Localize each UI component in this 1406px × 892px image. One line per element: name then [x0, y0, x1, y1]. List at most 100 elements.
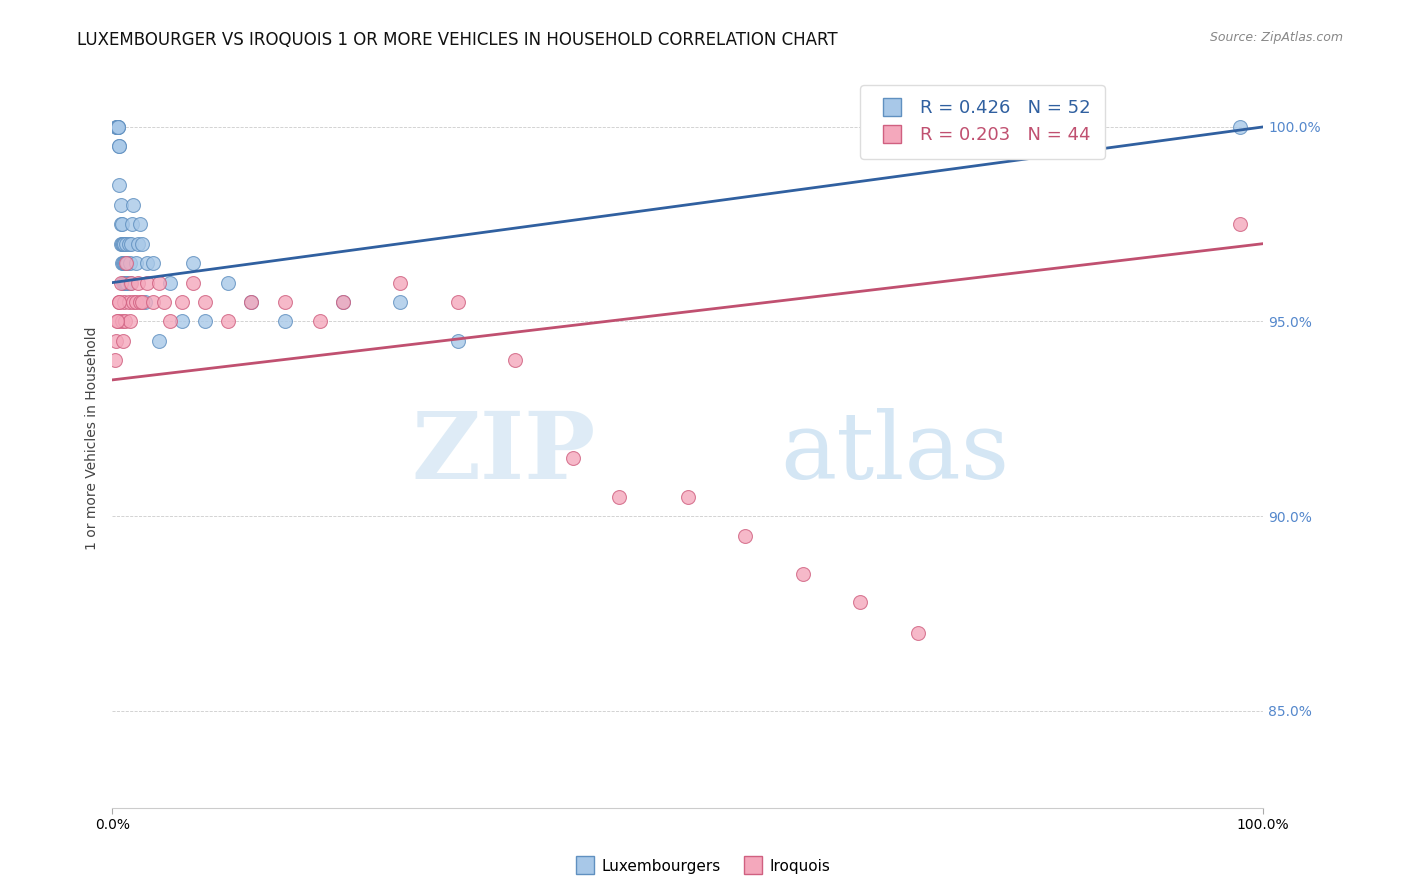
Point [111, 334, 134, 348]
Point [117, 276, 139, 290]
Point [104, 120, 127, 134]
Point [122, 198, 145, 212]
Point [193, 314, 215, 328]
Point [792, 567, 814, 582]
Point [118, 314, 141, 328]
Point [111, 256, 134, 270]
Point [561, 450, 583, 465]
Point [124, 256, 146, 270]
Point [124, 295, 146, 310]
Point [389, 295, 412, 310]
Point [115, 256, 138, 270]
Point [159, 314, 181, 328]
Text: LUXEMBOURGER VS IROQUOIS 1 OR MORE VEHICLES IN HOUSEHOLD CORRELATION CHART: LUXEMBOURGER VS IROQUOIS 1 OR MORE VEHIC… [77, 31, 838, 49]
Point [114, 276, 136, 290]
Point [112, 236, 135, 251]
Point [136, 276, 159, 290]
Point [131, 295, 153, 310]
Point [274, 314, 297, 328]
Point [447, 334, 470, 348]
Point [734, 528, 756, 542]
Point [274, 295, 297, 310]
Point [105, 314, 128, 328]
Point [107, 120, 129, 134]
Point [108, 139, 131, 153]
Point [131, 236, 153, 251]
Point [142, 256, 165, 270]
Point [117, 256, 139, 270]
Point [108, 178, 131, 193]
Point [111, 236, 134, 251]
Point [111, 314, 134, 328]
Point [118, 276, 141, 290]
Point [110, 236, 132, 251]
Point [117, 295, 139, 310]
Point [159, 276, 181, 290]
Point [107, 314, 129, 328]
Point [136, 256, 159, 270]
Point [115, 276, 138, 290]
Point [332, 295, 354, 310]
Point [447, 295, 470, 310]
Point [107, 120, 129, 134]
Point [193, 295, 215, 310]
Point [142, 295, 165, 310]
Point [110, 198, 132, 212]
Point [120, 236, 142, 251]
Point [111, 276, 134, 290]
Text: ZIP: ZIP [412, 408, 596, 498]
Point [170, 314, 193, 328]
Point [907, 625, 929, 640]
Point [217, 276, 239, 290]
Point [105, 120, 128, 134]
Point [148, 276, 170, 290]
Point [239, 295, 262, 310]
Legend: Luxembourgers, Iroquois: Luxembourgers, Iroquois [569, 853, 837, 880]
Point [148, 334, 170, 348]
Point [112, 256, 135, 270]
Point [120, 276, 142, 290]
Point [129, 295, 152, 310]
Point [122, 295, 145, 310]
Point [849, 595, 872, 609]
Point [104, 334, 127, 348]
Point [129, 217, 152, 231]
Legend: R = 0.426   N = 52, R = 0.203   N = 44: R = 0.426 N = 52, R = 0.203 N = 44 [860, 85, 1105, 159]
Point [607, 490, 630, 504]
Point [308, 314, 330, 328]
Point [115, 236, 138, 251]
Point [127, 236, 149, 251]
Point [111, 236, 134, 251]
Point [181, 276, 204, 290]
Point [108, 139, 131, 153]
Point [112, 295, 135, 310]
Point [108, 295, 131, 310]
Point [118, 256, 141, 270]
Point [181, 256, 204, 270]
Point [153, 295, 176, 310]
Point [389, 276, 412, 290]
Point [111, 217, 134, 231]
Point [104, 353, 127, 368]
Point [217, 314, 239, 328]
Point [134, 295, 156, 310]
Point [121, 217, 143, 231]
Point [108, 295, 131, 310]
Point [112, 276, 135, 290]
Point [107, 120, 129, 134]
Point [117, 236, 139, 251]
Point [503, 353, 526, 368]
Point [239, 295, 262, 310]
Point [1229, 120, 1251, 134]
Point [114, 256, 136, 270]
Text: atlas: atlas [780, 408, 1010, 498]
Point [676, 490, 699, 504]
Point [110, 217, 132, 231]
Point [332, 295, 354, 310]
Point [170, 295, 193, 310]
Y-axis label: 1 or more Vehicles in Household: 1 or more Vehicles in Household [86, 326, 100, 550]
Point [114, 314, 136, 328]
Point [127, 276, 149, 290]
Point [111, 256, 134, 270]
Point [110, 276, 132, 290]
